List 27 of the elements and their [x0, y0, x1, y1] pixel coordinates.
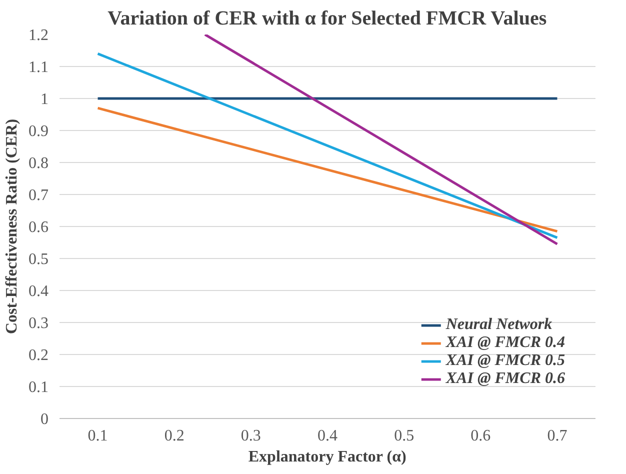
y-tick-label: 0.4 — [28, 283, 48, 300]
y-axis-title: Cost-Effectiveness Ratio (CER) — [4, 118, 20, 334]
y-tick-label: 0.8 — [28, 155, 48, 172]
x-tick-label: 0.1 — [88, 428, 108, 444]
x-tick-label: 0.7 — [547, 428, 568, 444]
x-tick-label: 0.3 — [240, 428, 261, 444]
y-tick-label: 0.1 — [28, 379, 48, 396]
y-tick-label: 0.3 — [28, 315, 48, 332]
x-tick-label: 0.2 — [164, 428, 184, 444]
x-axis-title: Explanatory Factor (α) — [248, 448, 406, 466]
y-tick-label: 0.7 — [28, 187, 48, 204]
y-tick-label: 0.5 — [28, 251, 48, 268]
y-tick-label: 1 — [40, 91, 48, 108]
x-tick-label: 0.6 — [470, 428, 491, 444]
x-tick-label: 0.4 — [318, 428, 338, 444]
y-tick-label: 0.6 — [28, 219, 48, 236]
y-tick-label: 1.2 — [28, 27, 48, 44]
y-tick-label: 0.9 — [28, 123, 48, 140]
legend-label: XAI @ FMCR 0.6 — [446, 370, 565, 388]
legend-label: Neural Network — [446, 316, 552, 334]
x-tick-label: 0.5 — [394, 428, 414, 444]
y-tick-label: 1.1 — [28, 59, 48, 76]
legend-label: XAI @ FMCR 0.5 — [446, 352, 565, 370]
y-tick-label: 0.2 — [28, 347, 48, 364]
chart-title: Variation of CER with α for Selected FMCR Values — [108, 8, 547, 30]
y-tick-label: 0 — [40, 411, 48, 428]
legend-label: XAI @ FMCR 0.4 — [446, 334, 565, 352]
